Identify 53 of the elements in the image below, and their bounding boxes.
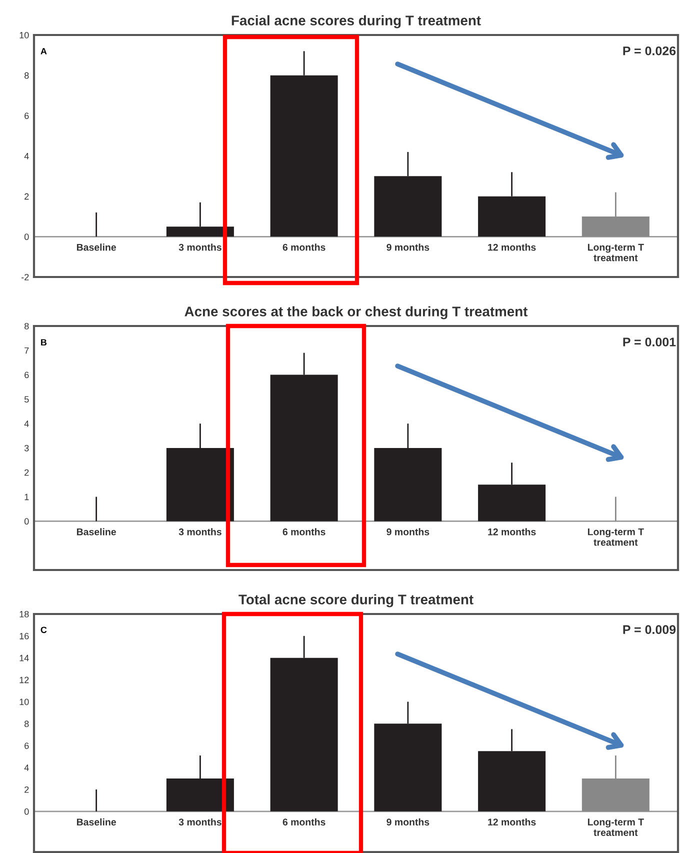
x-tick-label: Long-term T treatment <box>588 244 644 262</box>
y-tick-label: 16 <box>20 632 29 640</box>
annotation: P = 0.001 <box>623 338 676 346</box>
x-tick-label: 6 months <box>282 818 326 826</box>
annotation: P = 0.009 <box>623 625 676 634</box>
y-tick-label: 10 <box>20 32 29 38</box>
y-tick-label: 2 <box>24 193 29 200</box>
y-tick-label: 0 <box>24 518 29 525</box>
y-tick-label: 6 <box>24 372 29 378</box>
y-tick-label: 6 <box>24 112 29 120</box>
y-tick-label: 14 <box>20 654 29 662</box>
y-tick-label: 6 <box>24 742 29 749</box>
x-tick-label: 9 months <box>386 528 430 536</box>
y-tick-label: 4 <box>24 420 29 427</box>
x-tick-label: 12 months <box>488 244 536 251</box>
y-tick-label: 1 <box>24 494 29 500</box>
y-tick-label: 4 <box>24 153 29 160</box>
y-tick-label: 18 <box>20 610 29 618</box>
annotation: P = 0.026 <box>623 46 676 56</box>
y-tick-label: 4 <box>24 764 29 771</box>
x-tick-label: 3 months <box>178 244 222 251</box>
y-tick-label: 10 <box>20 698 29 706</box>
annotation: B <box>41 339 47 346</box>
x-tick-label: 3 months <box>178 818 222 826</box>
y-tick-label: 3 <box>24 444 29 452</box>
y-tick-label: 7 <box>24 347 29 354</box>
annotation: A <box>40 48 47 54</box>
y-tick-label: 2 <box>24 786 29 793</box>
x-tick-label: Long-term T treatment <box>588 528 644 546</box>
x-tick-label: 6 months <box>282 244 326 251</box>
x-tick-label: 12 months <box>488 528 536 536</box>
x-tick-label: Baseline <box>76 528 116 536</box>
y-tick-label: 8 <box>24 720 29 728</box>
y-tick-label: 0 <box>24 234 29 240</box>
y-tick-label: 8 <box>24 72 29 79</box>
y-tick-label: 2 <box>24 469 29 476</box>
x-tick-label: Baseline <box>76 244 116 251</box>
x-tick-label: 9 months <box>386 818 430 826</box>
y-tick-label: 12 <box>20 676 29 684</box>
x-tick-label: 12 months <box>488 818 536 826</box>
x-tick-label: 3 months <box>178 528 222 536</box>
x-tick-label: 9 months <box>386 244 430 251</box>
chart-title: Acne scores at the back or chest during T treatment <box>184 306 528 320</box>
x-tick-label: Long-term T treatment <box>588 818 644 836</box>
y-tick-label: 0 <box>24 808 29 815</box>
chart-title: Total acne score during T treatment <box>238 594 474 608</box>
x-tick-label: 6 months <box>282 528 326 536</box>
y-tick-label: 5 <box>24 396 29 403</box>
chart-title: Facial acne scores during T treatment <box>232 15 481 28</box>
annotation: C <box>40 626 47 634</box>
x-tick-label: Baseline <box>76 818 116 826</box>
y-tick-label: -2 <box>22 274 29 280</box>
y-tick-label: 8 <box>24 322 29 330</box>
